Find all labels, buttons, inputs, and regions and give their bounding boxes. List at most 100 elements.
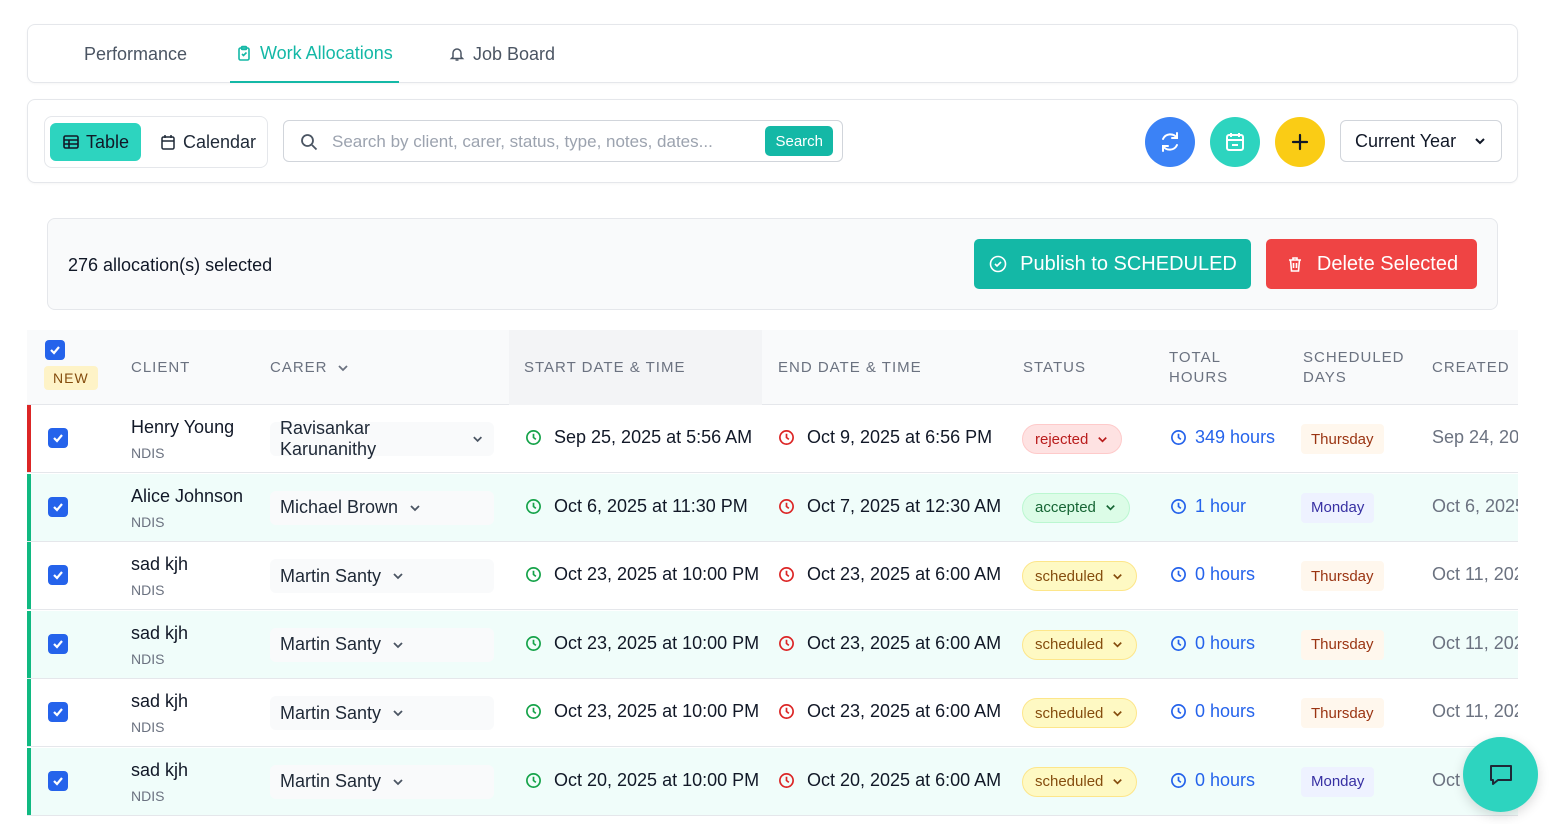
client-name: sad kjh (131, 554, 189, 574)
chevron-down-icon (337, 364, 348, 371)
created-date: Oct 11, 2025 (1432, 701, 1518, 721)
row-checkbox[interactable] (48, 496, 68, 517)
search-input[interactable] (332, 129, 762, 155)
calendar-view-button[interactable]: Calendar (147, 123, 268, 161)
tab-performance-label: Performance (84, 43, 188, 64)
table-row[interactable]: sad kjh NDIS Martin Santy Oct 20, 2025 a… (27, 747, 1518, 816)
delete-label: Delete Selected (1316, 252, 1459, 275)
chevron-down-icon (393, 573, 403, 580)
refresh-button[interactable] (1145, 117, 1195, 167)
client-type: NDIS (131, 445, 165, 461)
row-checkbox[interactable] (48, 633, 68, 654)
status-badge[interactable]: accepted (1022, 492, 1130, 523)
scheduled-day-badge: Thursday (1301, 561, 1384, 591)
add-allocation-button[interactable] (1275, 117, 1325, 167)
carer-select[interactable]: Ravisankar Karunanithy (270, 418, 494, 459)
column-end-date[interactable]: END DATE & TIME (778, 358, 922, 376)
clock-icon (779, 430, 794, 445)
tab-job-board-label: Job Board (473, 43, 556, 64)
trash-icon (1288, 257, 1301, 272)
client-type: NDIS (131, 719, 165, 735)
publish-scheduled-button[interactable]: Publish to SCHEDULED (974, 239, 1251, 289)
column-total-hours[interactable]: TOTAL HOURS (1169, 330, 1228, 405)
total-hours: 349 hours (1170, 427, 1275, 448)
chat-button[interactable] (1463, 737, 1538, 812)
row-checkbox[interactable] (48, 770, 68, 791)
column-scheduled-days[interactable]: SCHEDULED DAYS (1303, 330, 1405, 405)
clock-icon (526, 635, 541, 651)
client-name: Henry Young (131, 417, 235, 437)
client-type: NDIS (131, 513, 165, 530)
chevron-down-icon (410, 504, 420, 511)
tab-work-allocations[interactable]: Work Allocations (230, 25, 399, 83)
delete-selected-button[interactable]: Delete Selected (1266, 239, 1477, 289)
total-hours-text: 0 hours (1195, 632, 1256, 653)
calendar-view-label: Calendar (183, 131, 257, 152)
row-status-bar (27, 542, 31, 609)
tab-performance[interactable]: Performance (84, 25, 187, 83)
total-hours: 0 hours (1170, 633, 1255, 654)
row-status-bar (27, 747, 31, 815)
end-datetime: Oct 23, 2025 at 6:00 AM (778, 701, 1001, 722)
publish-label: Publish to SCHEDULED (1020, 252, 1237, 275)
search-button[interactable]: Search (765, 126, 833, 156)
client-name: sad kjh (131, 759, 189, 780)
year-filter-select[interactable]: Current Year (1340, 120, 1502, 162)
column-total-hours-line1: TOTAL (1169, 348, 1221, 366)
end-datetime: Oct 23, 2025 at 6:00 AM (778, 633, 1001, 654)
row-status-bar (27, 679, 31, 746)
end-datetime-text: Oct 23, 2025 at 6:00 AM (807, 632, 1002, 653)
toolbar: Table Calendar Search Current Year (27, 99, 1518, 183)
check-icon (53, 502, 63, 512)
new-badge: NEW (44, 366, 98, 390)
table-row[interactable]: Alice Johnson NDIS Michael Brown Oct 6, … (27, 473, 1518, 542)
table-row[interactable]: sad kjh NDIS Martin Santy Oct 23, 2025 a… (27, 610, 1518, 679)
status-badge[interactable]: scheduled (1022, 698, 1138, 728)
table-row[interactable]: sad kjh NDIS Martin Santy Oct 23, 2025 a… (27, 542, 1518, 610)
table-view-button[interactable]: Table (50, 123, 142, 161)
start-datetime: Oct 6, 2025 at 11:30 PM (525, 496, 748, 517)
search-box: Search (283, 120, 843, 162)
start-datetime: Oct 23, 2025 at 10:00 PM (525, 633, 759, 654)
bell-icon (449, 48, 465, 61)
status-badge[interactable]: rejected (1022, 424, 1123, 454)
start-datetime-text: Oct 20, 2025 at 10:00 PM (554, 769, 760, 790)
row-checkbox[interactable] (48, 428, 68, 448)
chevron-down-icon (1113, 779, 1123, 785)
total-hours: 0 hours (1170, 770, 1255, 791)
schedule-calendar-button[interactable] (1210, 117, 1260, 167)
status-badge[interactable]: scheduled (1022, 766, 1138, 797)
carer-name: Ravisankar Karunanithy (280, 418, 377, 459)
row-checkbox[interactable] (48, 565, 68, 585)
carer-select[interactable]: Martin Santy (270, 559, 494, 593)
carer-select[interactable]: Michael Brown (270, 490, 494, 525)
status-badge[interactable]: scheduled (1022, 629, 1138, 660)
carer-select[interactable]: Martin Santy (270, 627, 494, 662)
row-checkbox[interactable] (48, 702, 68, 722)
status-badge[interactable]: scheduled (1022, 561, 1138, 591)
column-start-date[interactable]: START DATE & TIME (509, 330, 762, 405)
clock-icon (526, 430, 541, 445)
start-datetime: Oct 23, 2025 at 10:00 PM (525, 701, 759, 722)
total-hours-text: 349 hours (1195, 427, 1276, 447)
row-status-bar (27, 405, 31, 472)
end-datetime: Oct 23, 2025 at 6:00 AM (778, 564, 1001, 585)
select-all-checkbox[interactable] (45, 340, 65, 360)
carer-select[interactable]: Martin Santy (270, 696, 494, 730)
column-carer[interactable]: CARER (270, 330, 350, 405)
chevron-down-icon (393, 710, 403, 717)
tab-job-board[interactable]: Job Board (449, 25, 555, 83)
table-row[interactable]: Henry Young NDIS Ravisankar Karunanithy … (27, 405, 1518, 473)
chevron-down-icon (393, 778, 403, 785)
column-created[interactable]: CREATED (1432, 358, 1510, 376)
carer-select[interactable]: Martin Santy (270, 764, 494, 799)
table-row[interactable]: sad kjh NDIS Martin Santy Oct 23, 2025 a… (27, 679, 1518, 747)
clock-icon (779, 635, 794, 651)
column-carer-label: CARER (270, 358, 328, 376)
end-datetime: Oct 7, 2025 at 12:30 AM (778, 496, 1001, 517)
chevron-down-icon (1113, 573, 1123, 580)
status-text: scheduled (1035, 567, 1104, 585)
column-client[interactable]: CLIENT (131, 358, 191, 376)
created-date: Sep 24, 2025 (1432, 427, 1518, 447)
column-status[interactable]: STATUS (1023, 358, 1086, 376)
